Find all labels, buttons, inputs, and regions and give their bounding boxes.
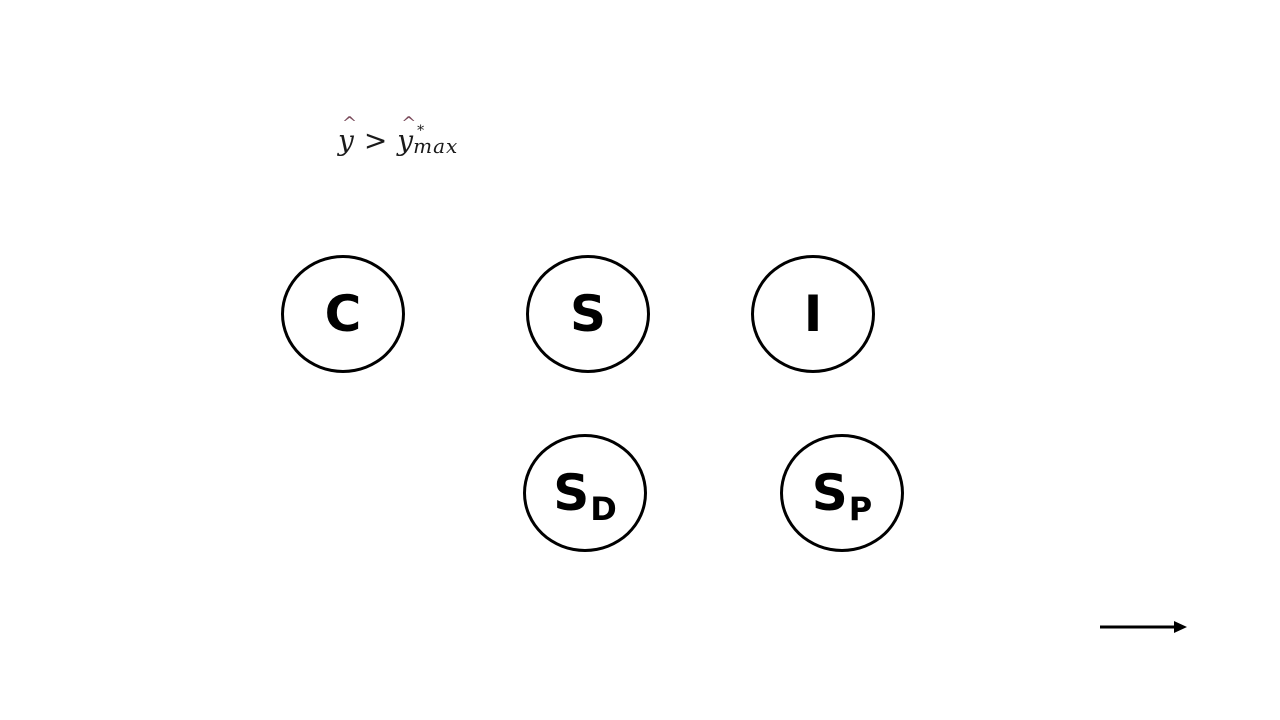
formula-lhs-var: y <box>338 123 354 157</box>
node-c-label: C <box>324 285 362 343</box>
node-sd-subscript: D <box>590 490 617 528</box>
node-s-label: S <box>569 285 606 343</box>
formula-rhs-superscript: * <box>417 123 425 139</box>
node-i: I <box>751 255 875 373</box>
node-sp-label: S <box>811 464 848 522</box>
formula-operator: > <box>363 123 388 157</box>
threshold-formula: ^ y > ^ y * max <box>338 114 458 158</box>
formula-rhs-scripts: * max <box>413 124 458 156</box>
node-i-label: I <box>803 285 823 343</box>
right-arrow-icon <box>1100 621 1187 633</box>
formula-rhs: ^ y <box>397 114 416 157</box>
node-c: C <box>281 255 405 373</box>
node-sp-subscript: P <box>848 490 873 528</box>
formula-lhs: ^ y <box>338 114 357 157</box>
formula-rhs-var: y <box>397 123 414 157</box>
formula-rhs-hat: ^ <box>401 112 417 134</box>
node-sd-label: S <box>553 464 590 522</box>
formula-lhs-hat: ^ <box>342 112 358 134</box>
arrow-head <box>1174 621 1187 633</box>
node-s: S <box>526 255 650 373</box>
formula-rhs-subscript: max <box>413 134 459 158</box>
